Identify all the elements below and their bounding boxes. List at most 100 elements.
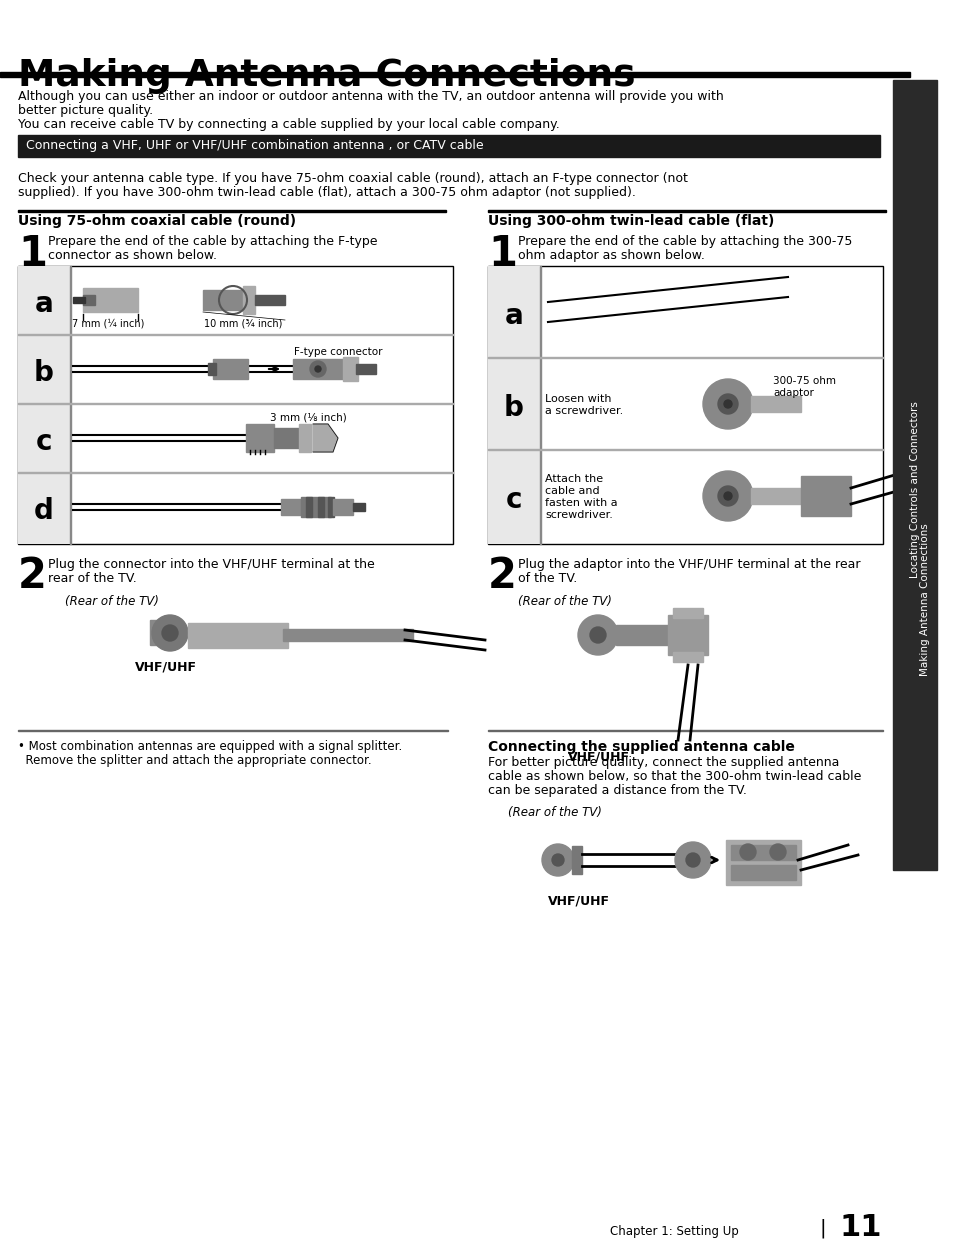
- Text: ohm adaptor as shown below.: ohm adaptor as shown below.: [517, 249, 704, 261]
- Bar: [488, 266, 539, 544]
- Text: Chapter 1: Setting Up: Chapter 1: Setting Up: [609, 1225, 738, 1238]
- Bar: [283, 629, 413, 641]
- Text: 2: 2: [488, 555, 517, 597]
- Text: cable as shown below, so that the 300-ohm twin-lead cable: cable as shown below, so that the 300-oh…: [488, 769, 861, 783]
- Bar: [333, 499, 353, 515]
- Bar: [725, 840, 801, 885]
- Text: |: |: [820, 1218, 825, 1238]
- Text: VHF/UHF: VHF/UHF: [567, 750, 629, 763]
- Bar: [572, 846, 581, 873]
- Bar: [730, 845, 795, 860]
- Text: VHF/UHF: VHF/UHF: [135, 660, 196, 673]
- Bar: [208, 363, 215, 375]
- Text: For better picture quality, connect the supplied antenna: For better picture quality, connect the …: [488, 756, 839, 769]
- Bar: [355, 364, 375, 374]
- Circle shape: [675, 843, 710, 878]
- Text: 1: 1: [488, 233, 517, 275]
- Text: b: b: [34, 359, 54, 387]
- Bar: [343, 357, 357, 382]
- Text: 11: 11: [840, 1213, 882, 1239]
- Text: 10 mm (¾ inch): 10 mm (¾ inch): [204, 318, 282, 328]
- Text: Although you can use either an indoor or outdoor antenna with the TV, an outdoor: Although you can use either an indoor or…: [18, 90, 723, 103]
- Text: 7 mm (¼ inch): 7 mm (¼ inch): [71, 318, 144, 328]
- Bar: [18, 209, 446, 212]
- Text: Check your antenna cable type. If you have 75-ohm coaxial cable (round), attach : Check your antenna cable type. If you ha…: [18, 172, 687, 185]
- Bar: [281, 499, 301, 515]
- Bar: [18, 135, 879, 157]
- Circle shape: [152, 615, 188, 650]
- Text: can be separated a distance from the TV.: can be separated a distance from the TV.: [488, 784, 746, 797]
- Circle shape: [578, 615, 618, 655]
- Circle shape: [685, 852, 700, 867]
- Bar: [213, 359, 248, 379]
- Bar: [298, 424, 311, 452]
- Text: 3 mm (⅛ inch): 3 mm (⅛ inch): [270, 413, 346, 422]
- Text: a: a: [504, 302, 523, 330]
- Bar: [83, 295, 95, 305]
- Bar: [203, 290, 243, 310]
- Bar: [0, 72, 909, 77]
- Circle shape: [718, 486, 738, 506]
- Text: Connecting a VHF, UHF or VHF/UHF combination antenna , or CATV cable: Connecting a VHF, UHF or VHF/UHF combina…: [26, 139, 483, 152]
- Text: c: c: [505, 486, 521, 514]
- Text: of the TV.: of the TV.: [517, 572, 577, 585]
- Bar: [667, 615, 707, 655]
- Text: a: a: [34, 290, 53, 318]
- Text: Loosen with: Loosen with: [544, 394, 611, 404]
- Bar: [317, 497, 324, 517]
- Circle shape: [740, 844, 755, 860]
- Text: Locating Controls and Connectors: Locating Controls and Connectors: [909, 401, 919, 579]
- Circle shape: [310, 361, 326, 377]
- Bar: [254, 295, 285, 305]
- Bar: [18, 266, 70, 544]
- Text: a screwdriver.: a screwdriver.: [544, 406, 622, 416]
- Bar: [353, 503, 365, 510]
- Text: cable and: cable and: [544, 486, 599, 496]
- Bar: [246, 424, 274, 452]
- Polygon shape: [313, 424, 337, 452]
- Circle shape: [723, 492, 731, 501]
- Text: fasten with a: fasten with a: [544, 498, 617, 508]
- Text: VHF/UHF: VHF/UHF: [547, 895, 609, 908]
- Circle shape: [541, 844, 574, 876]
- Text: b: b: [503, 394, 523, 422]
- Text: adaptor: adaptor: [772, 388, 813, 398]
- Text: You can receive cable TV by connecting a cable supplied by your local cable comp: You can receive cable TV by connecting a…: [18, 118, 559, 131]
- Text: 2: 2: [18, 555, 47, 597]
- Text: Prepare the end of the cable by attaching the 300-75: Prepare the end of the cable by attachin…: [517, 235, 851, 248]
- Text: connector as shown below.: connector as shown below.: [48, 249, 216, 261]
- Bar: [488, 266, 882, 544]
- Bar: [328, 497, 334, 517]
- Circle shape: [718, 394, 738, 414]
- Text: Attach the: Attach the: [544, 475, 602, 484]
- Bar: [83, 287, 138, 312]
- Text: Using 300-ohm twin-lead cable (flat): Using 300-ohm twin-lead cable (flat): [488, 214, 774, 228]
- Bar: [539, 266, 540, 544]
- Bar: [488, 209, 885, 212]
- Circle shape: [589, 627, 605, 643]
- Text: Making Antenna Connections: Making Antenna Connections: [919, 524, 929, 676]
- Bar: [730, 865, 795, 880]
- Text: 300-75 ohm: 300-75 ohm: [772, 375, 835, 387]
- Text: Remove the splitter and attach the appropriate connector.: Remove the splitter and attach the appro…: [18, 755, 372, 767]
- Bar: [70, 266, 71, 544]
- Bar: [18, 266, 453, 544]
- Text: c: c: [35, 427, 52, 456]
- Text: Connecting the supplied antenna cable: Connecting the supplied antenna cable: [488, 740, 794, 755]
- Text: d: d: [34, 497, 54, 525]
- Bar: [672, 652, 702, 662]
- Text: 1: 1: [18, 233, 47, 275]
- Circle shape: [723, 400, 731, 408]
- Circle shape: [314, 366, 320, 372]
- Circle shape: [702, 471, 752, 522]
- Text: (Rear of the TV): (Rear of the TV): [517, 595, 611, 608]
- Text: Plug the connector into the VHF/UHF terminal at the: Plug the connector into the VHF/UHF term…: [48, 558, 375, 571]
- Bar: [616, 624, 670, 646]
- Circle shape: [552, 854, 563, 866]
- Circle shape: [162, 624, 178, 641]
- Text: (Rear of the TV): (Rear of the TV): [65, 595, 159, 608]
- Bar: [293, 359, 343, 379]
- Text: Making Antenna Connections: Making Antenna Connections: [18, 58, 635, 94]
- Text: (Rear of the TV): (Rear of the TV): [507, 807, 601, 819]
- Text: Plug the adaptor into the VHF/UHF terminal at the rear: Plug the adaptor into the VHF/UHF termin…: [517, 558, 860, 571]
